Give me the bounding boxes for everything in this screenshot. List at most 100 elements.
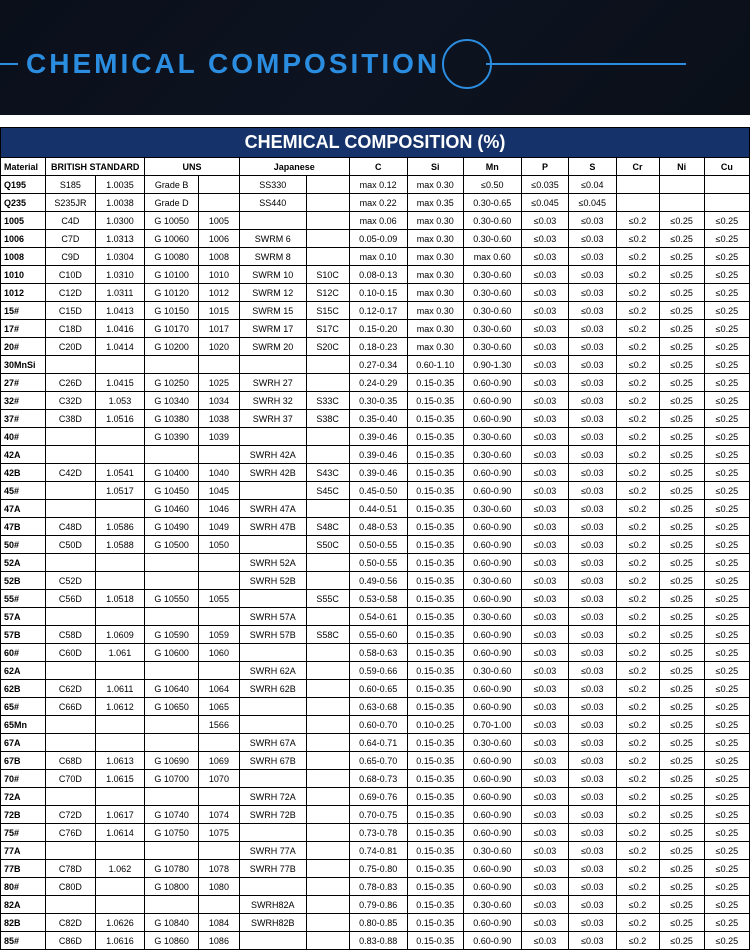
table-cell: 1.0616 <box>95 932 145 950</box>
table-cell: 1.0517 <box>95 482 145 500</box>
table-cell: ≤0.2 <box>616 644 659 662</box>
table-cell: 0.12-0.17 <box>349 302 407 320</box>
table-cell: 1069 <box>198 752 239 770</box>
table-cell: SWRH 67B <box>239 752 306 770</box>
table-cell: ≤0.045 <box>569 194 616 212</box>
table-cell: 1.0035 <box>95 176 145 194</box>
table-cell: 0.15-0.35 <box>407 824 463 842</box>
table-cell: ≤0.2 <box>616 842 659 860</box>
table-cell: G 10640 <box>145 680 199 698</box>
table-cell: 1.0416 <box>95 320 145 338</box>
table-cell: ≤0.25 <box>704 806 749 824</box>
table-cell: ≤0.03 <box>569 932 616 950</box>
table-cell: ≤0.03 <box>569 626 616 644</box>
table-cell <box>659 194 704 212</box>
table-cell <box>306 554 349 572</box>
table-cell: 0.70-1.00 <box>463 716 521 734</box>
table-cell <box>239 932 306 950</box>
table-cell <box>95 500 145 518</box>
table-cell: ≤0.25 <box>704 536 749 554</box>
table-cell: 0.30-0.35 <box>349 392 407 410</box>
table-cell: ≤0.25 <box>659 554 704 572</box>
table-cell: ≤0.03 <box>569 896 616 914</box>
table-cell: 0.30-0.60 <box>463 842 521 860</box>
table-cell <box>145 554 199 572</box>
table-cell: S20C <box>306 338 349 356</box>
table-cell: 67A <box>1 734 46 752</box>
table-cell <box>198 734 239 752</box>
table-cell: ≤0.25 <box>704 662 749 680</box>
table-cell: 1005 <box>1 212 46 230</box>
table-cell: ≤0.03 <box>569 230 616 248</box>
table-cell: 0.30-0.60 <box>463 662 521 680</box>
table-cell <box>306 896 349 914</box>
table-cell: ≤0.03 <box>569 698 616 716</box>
title-accent-right <box>486 63 686 65</box>
table-cell: 0.08-0.13 <box>349 266 407 284</box>
table-cell: 1074 <box>198 806 239 824</box>
table-cell <box>198 446 239 464</box>
table-cell: ≤0.2 <box>616 698 659 716</box>
table-cell: 1.0304 <box>95 248 145 266</box>
col-mn: Mn <box>463 158 521 176</box>
table-cell <box>145 608 199 626</box>
table-cell: 0.49-0.56 <box>349 572 407 590</box>
table-cell <box>306 770 349 788</box>
table-cell: ≤0.03 <box>521 320 568 338</box>
table-cell: 1038 <box>198 410 239 428</box>
table-row: 17#C18D1.0416G 101701017SWRM 17S17C0.15-… <box>1 320 750 338</box>
table-row: 47AG 104601046SWRH 47A0.44-0.510.15-0.35… <box>1 500 750 518</box>
table-cell: ≤0.2 <box>616 608 659 626</box>
title-bar: Chemical Composition <box>0 50 686 78</box>
table-cell: ≤0.03 <box>521 590 568 608</box>
table-cell <box>95 608 145 626</box>
table-cell: ≤0.03 <box>521 842 568 860</box>
table-cell: S185 <box>46 176 96 194</box>
table-cell: SWRH 42B <box>239 464 306 482</box>
table-cell <box>198 896 239 914</box>
table-cell: 0.15-0.35 <box>407 842 463 860</box>
table-cell: 1.0614 <box>95 824 145 842</box>
table-cell: 57A <box>1 608 46 626</box>
table-cell: ≤0.2 <box>616 590 659 608</box>
table-cell <box>46 428 96 446</box>
table-cell: ≤0.25 <box>659 608 704 626</box>
table-cell: ≤0.03 <box>521 374 568 392</box>
table-cell: ≤0.03 <box>521 806 568 824</box>
table-cell <box>46 788 96 806</box>
col-uns: UNS <box>145 158 240 176</box>
table-cell: 0.15-0.35 <box>407 500 463 518</box>
table-cell: ≤0.25 <box>704 842 749 860</box>
table-cell <box>704 176 749 194</box>
table-cell: SWRH 72B <box>239 806 306 824</box>
table-cell: G 10450 <box>145 482 199 500</box>
table-cell: SWRH 32 <box>239 392 306 410</box>
table-cell: C4D <box>46 212 96 230</box>
table-cell: ≤0.2 <box>616 248 659 266</box>
table-cell: ≤0.04 <box>569 176 616 194</box>
table-cell <box>239 482 306 500</box>
table-cell: C66D <box>46 698 96 716</box>
table-cell: C20D <box>46 338 96 356</box>
table-cell: 0.60-0.90 <box>463 860 521 878</box>
table-cell: ≤0.25 <box>704 914 749 932</box>
table-cell: max 0.22 <box>349 194 407 212</box>
table-cell: 0.15-0.35 <box>407 644 463 662</box>
table-cell: ≤0.03 <box>569 860 616 878</box>
table-cell: 1.0313 <box>95 230 145 248</box>
table-cell: 55# <box>1 590 46 608</box>
table-cell: 1050 <box>198 536 239 554</box>
table-cell: ≤0.25 <box>704 320 749 338</box>
table-cell <box>306 752 349 770</box>
table-cell: ≤0.25 <box>704 410 749 428</box>
table-cell: 1049 <box>198 518 239 536</box>
table-cell: 1039 <box>198 428 239 446</box>
table-cell: ≤0.2 <box>616 806 659 824</box>
table-cell: ≤0.25 <box>704 284 749 302</box>
table-cell: 1.0541 <box>95 464 145 482</box>
table-cell: ≤0.03 <box>569 914 616 932</box>
table-cell: 1.0518 <box>95 590 145 608</box>
col-ni: Ni <box>659 158 704 176</box>
title-accent-left <box>0 63 18 65</box>
table-cell: 1.053 <box>95 392 145 410</box>
